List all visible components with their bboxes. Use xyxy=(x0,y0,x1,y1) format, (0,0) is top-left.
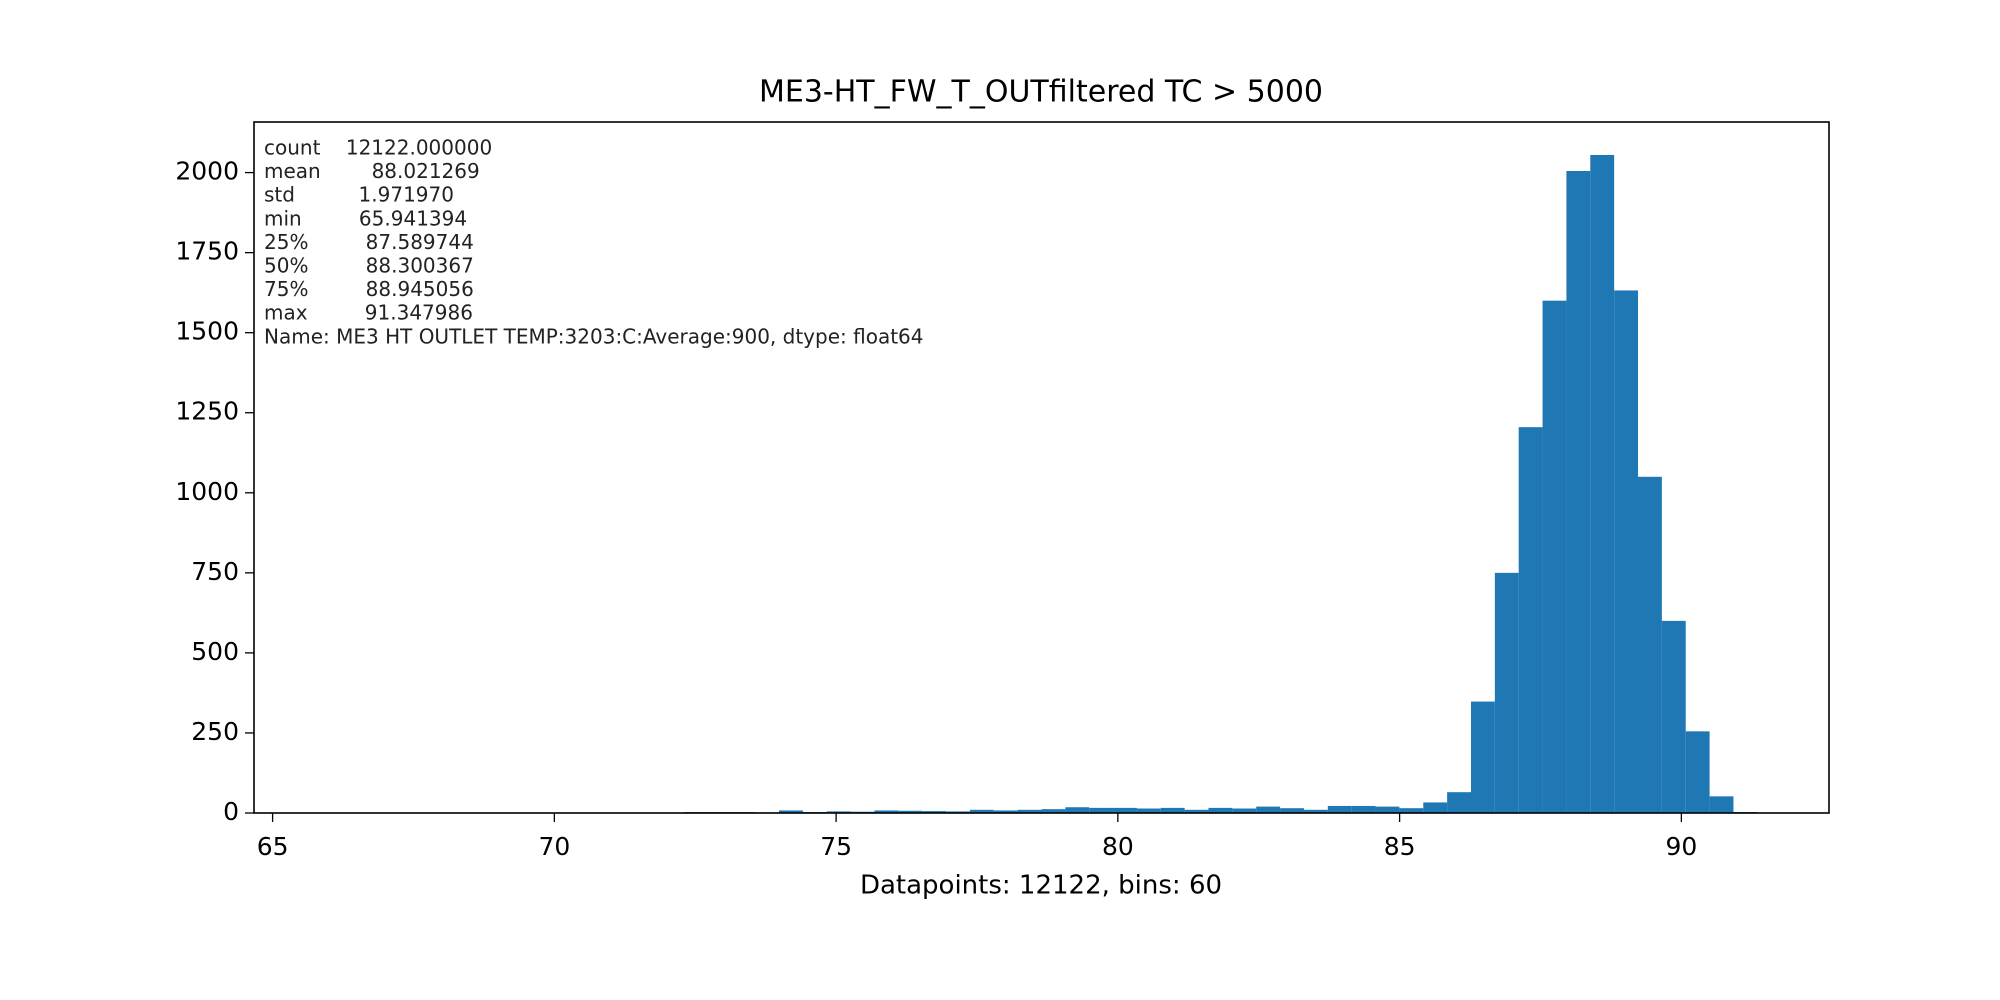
bar xyxy=(946,811,970,813)
bar xyxy=(1303,809,1328,813)
y-tick-label: 1750 xyxy=(175,237,239,266)
bar xyxy=(1160,807,1185,813)
bar xyxy=(1184,809,1209,813)
bar xyxy=(1494,572,1519,813)
bar xyxy=(1065,807,1090,813)
x-tick-label: 80 xyxy=(1102,832,1134,861)
stats-line: Name: ME3 HT OUTLET TEMP:3203:C:Average:… xyxy=(264,324,924,348)
bar xyxy=(1041,809,1066,813)
bar xyxy=(969,809,994,813)
bar xyxy=(1399,808,1424,813)
chart-title: ME3-HT_FW_T_OUTfiltered TC > 5000 xyxy=(759,75,1323,110)
stats-line: mean 88.021269 xyxy=(264,159,480,183)
stats-line: count 12122.000000 xyxy=(264,136,492,160)
bar xyxy=(1709,796,1734,813)
x-tick-label: 65 xyxy=(257,832,289,861)
stats-line: 75% 88.945056 xyxy=(264,277,474,301)
bar xyxy=(1542,300,1567,813)
bar xyxy=(1089,807,1114,813)
bar xyxy=(1256,806,1281,813)
x-tick-label: 90 xyxy=(1665,832,1697,861)
plot-frame xyxy=(253,121,1830,814)
x-tick-label: 85 xyxy=(1384,832,1416,861)
y-tick-label: 250 xyxy=(191,717,239,746)
y-tick-label: 500 xyxy=(191,637,239,666)
bar xyxy=(1375,806,1400,813)
bar xyxy=(1661,620,1686,813)
y-tick-label: 1500 xyxy=(175,317,239,346)
y-tick-label: 750 xyxy=(191,557,239,586)
bar xyxy=(1685,731,1710,813)
bar xyxy=(1566,170,1591,813)
bar xyxy=(922,811,947,813)
x-tick-label: 70 xyxy=(538,832,570,861)
bar xyxy=(1232,808,1257,813)
bar xyxy=(1017,809,1042,813)
stats-line: max 91.347986 xyxy=(264,301,473,325)
stats-line: 25% 87.589744 xyxy=(264,230,474,254)
x-axis-label: Datapoints: 12122, bins: 60 xyxy=(860,871,1222,901)
bar xyxy=(1113,807,1137,813)
y-tick-label: 2000 xyxy=(175,157,239,186)
y-tick-label: 0 xyxy=(223,797,239,826)
bar xyxy=(1351,805,1376,813)
bar xyxy=(779,810,803,813)
y-tick-label: 1250 xyxy=(175,397,239,426)
bar xyxy=(993,810,1018,813)
bar xyxy=(1280,808,1304,813)
bar xyxy=(1590,154,1615,813)
bar xyxy=(1638,476,1662,813)
x-tick-label: 75 xyxy=(820,832,852,861)
y-tick-label: 1000 xyxy=(175,477,239,506)
bar xyxy=(1447,792,1471,813)
bar xyxy=(898,810,923,813)
bar xyxy=(1327,805,1352,813)
bar xyxy=(826,811,851,813)
bar xyxy=(1136,808,1161,813)
stats-line: std 1.971970 xyxy=(264,183,454,207)
bar xyxy=(1518,427,1543,813)
bar xyxy=(874,810,899,813)
bar xyxy=(1208,807,1233,813)
bar xyxy=(1423,802,1448,813)
bar xyxy=(1470,701,1495,813)
stats-line: 50% 88.300367 xyxy=(264,254,474,278)
bar xyxy=(1614,290,1639,813)
stats-line: min 65.941394 xyxy=(264,206,467,230)
